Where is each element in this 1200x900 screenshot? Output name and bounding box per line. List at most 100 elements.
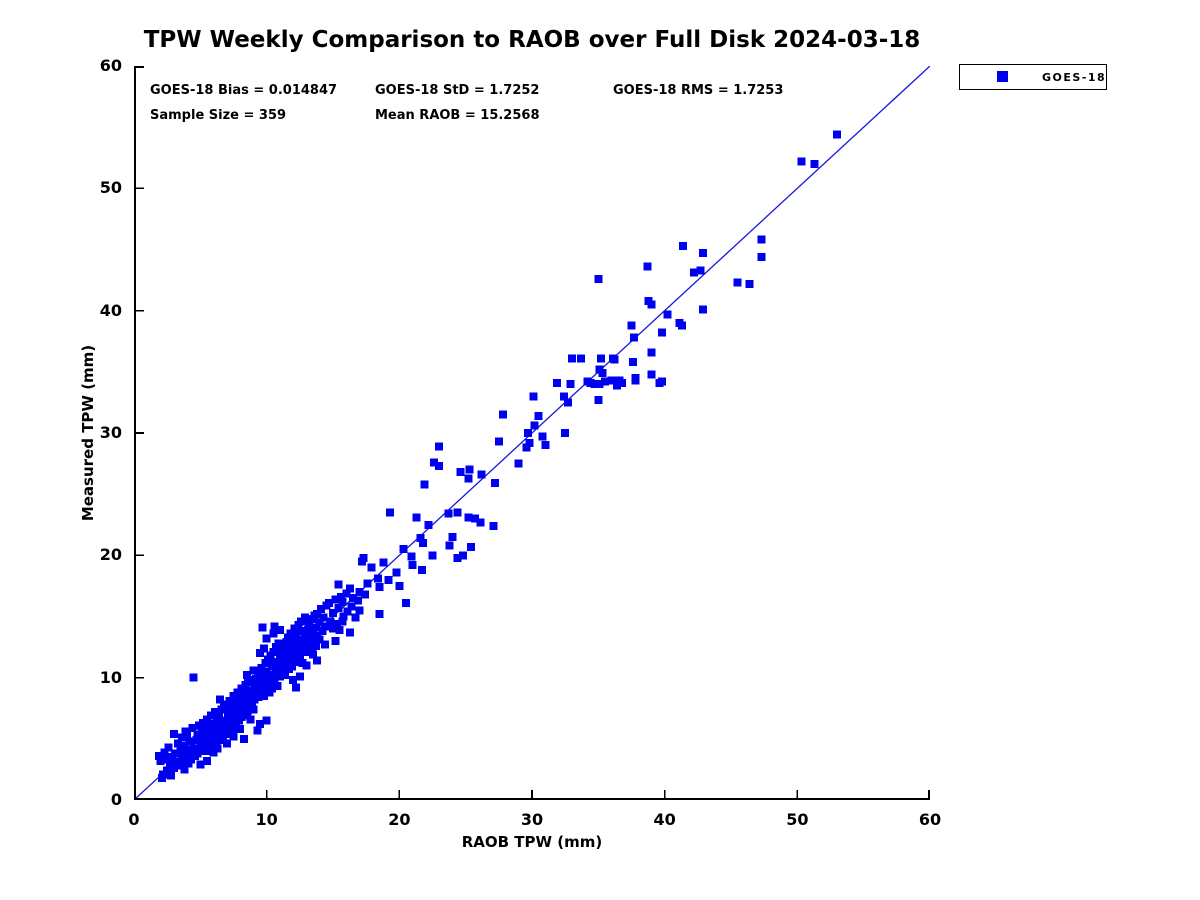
scatter-point [489,521,498,530]
scatter-point [607,376,616,385]
scatter-point [313,656,322,665]
scatter-point [395,581,404,590]
scatter-point [302,661,311,670]
scatter-point [696,266,705,275]
scatter-point [301,613,310,622]
scatter-point [254,693,263,702]
scatter-point [180,742,189,751]
scatter-point [412,513,421,522]
scatter-point [541,441,550,450]
scatter-point [225,696,234,705]
scatter-point [630,333,639,342]
scatter-point [157,773,166,782]
scatter-point [257,663,266,672]
scatter-point [208,742,217,751]
scatter-point [164,767,173,776]
scatter-point [277,650,286,659]
x-tick-label: 20 [388,810,411,829]
scatter-point [165,759,174,768]
scatter-point [595,380,604,389]
scatter-point [342,589,351,598]
scatter-point [647,300,656,309]
scatter-point [810,159,819,168]
scatter-plot [134,66,930,800]
scatter-point [363,579,372,588]
scatter-point [343,607,352,616]
stat-bias: GOES-18 Bias = 0.014847 [150,83,338,98]
y-tick-label: 20 [99,545,122,565]
scatter-point [196,760,205,769]
scatter-point [375,583,384,592]
scatter-point [445,541,454,550]
scatter-point [494,437,503,446]
scatter-point [294,649,303,658]
scatter-point [236,725,245,734]
scatter-point [351,613,360,622]
scatter-point [689,268,698,277]
scatter-point [663,310,672,319]
y-tick-label: 50 [99,178,122,198]
scatter-point [295,654,304,663]
scatter-point [180,765,189,774]
scatter-point [313,610,322,619]
scatter-point [260,692,269,701]
scatter-point [464,513,473,522]
scatter-point [417,566,426,575]
scatter-point [173,739,182,748]
scatter-point [270,677,279,686]
scatter-point [331,595,340,604]
scatter-point [249,705,258,714]
chart-title: TPW Weekly Comparison to RAOB over Full … [143,27,921,53]
scatter-point [594,274,603,283]
scatter-point [612,381,621,390]
scatter-point [336,592,345,601]
scatter-point [269,629,278,638]
scatter-point [594,395,603,404]
x-tick-label: 10 [255,810,278,829]
scatter-point [359,553,368,562]
scatter-point [253,726,262,735]
scatter-point [453,508,462,517]
x-tick-label: 0 [128,810,140,829]
scatter-point [260,644,269,653]
scatter-point [338,597,347,606]
scatter-point [267,684,276,693]
scatter-point [256,720,265,729]
scatter-point [164,743,173,752]
scatter-point [522,443,531,452]
scatter-point [192,736,201,745]
scatter-point [332,619,341,628]
scatter-point [229,732,238,741]
scatter-point [262,716,271,725]
stat-mean-raob: Mean RAOB = 15.2568 [375,108,540,123]
y-tick-label: 10 [99,667,122,687]
scatter-point [289,651,298,660]
scatter-point [757,252,766,261]
scatter-point [559,392,568,401]
scatter-point [258,623,267,632]
scatter-point [525,438,534,447]
scatter-point [270,622,279,631]
scatter-point [658,377,667,386]
scatter-point [287,662,296,671]
scatter-point [699,305,708,314]
scatter-point [699,249,708,258]
scatter-point [745,279,754,288]
scatter-point [360,590,369,599]
scatter-point [305,619,314,628]
scatter-point [384,575,393,584]
scatter-point [367,563,376,572]
legend-marker-swatch [997,71,1008,82]
scatter-point [490,479,499,488]
scatter-point [319,613,328,622]
x-axis-label: RAOB TPW (mm) [461,833,603,851]
scatter-point [240,690,249,699]
stat-sample-size: Sample Size = 359 [150,108,287,123]
scatter-point [631,373,640,382]
scatter-point [305,639,314,648]
scatter-point [733,278,742,287]
scatter-point [596,354,605,363]
scatter-point [286,629,295,638]
scatter-point [226,703,235,712]
scatter-point [392,568,401,577]
